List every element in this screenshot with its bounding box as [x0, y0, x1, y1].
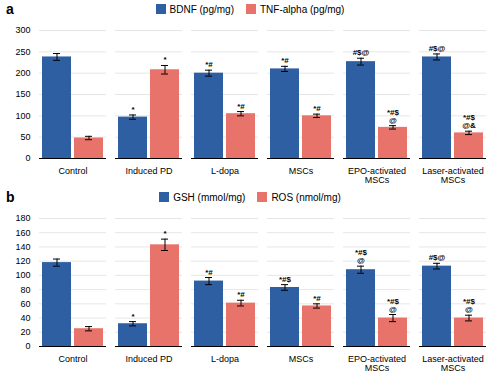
svg-text:*#: *# — [313, 294, 321, 303]
svg-text:*#: *# — [205, 268, 213, 277]
svg-text:100: 100 — [15, 111, 30, 121]
svg-text:*: * — [163, 229, 167, 238]
html-text:BDNF (pg/mg): BDNF (pg/mg) — [169, 3, 234, 15]
svg-text:120: 120 — [15, 256, 30, 266]
svg-text:*#$@&: *#$@& — [462, 113, 476, 130]
svg-text:*: * — [131, 105, 135, 114]
html-text:ROS (nmol/mg): ROS (nmol/mg) — [271, 191, 341, 203]
svg-text:80: 80 — [20, 284, 30, 294]
svg-text:0: 0 — [25, 153, 30, 163]
svg-text:Control: Control — [58, 354, 87, 364]
html-text:GSH (mmol/mg): GSH (mmol/mg) — [173, 191, 246, 203]
svg-text:EPO-activatedMSCs: EPO-activatedMSCs — [348, 166, 406, 185]
svg-text:Induced PD: Induced PD — [125, 354, 173, 364]
svg-text:40: 40 — [20, 313, 30, 323]
html-text:a: a — [6, 1, 14, 17]
svg-text:*#$@: *#$@ — [387, 297, 400, 314]
svg-text:140: 140 — [15, 242, 30, 252]
svg-text:L-dopa: L-dopa — [211, 354, 239, 364]
svg-text:EPO-activatedMSCs: EPO-activatedMSCs — [348, 354, 406, 373]
svg-text:*#: *# — [237, 102, 245, 111]
svg-text:60: 60 — [20, 299, 30, 309]
svg-text:100: 100 — [15, 270, 30, 280]
svg-text:MSCs: MSCs — [289, 354, 314, 364]
svg-text:300: 300 — [15, 25, 30, 35]
svg-text:Laser-activatedMSCs: Laser-activatedMSCs — [422, 354, 484, 373]
svg-text:*#$: *#$ — [279, 275, 292, 284]
svg-text:MSCs: MSCs — [289, 166, 314, 176]
svg-text:L-dopa: L-dopa — [211, 166, 239, 176]
svg-text:*#: *# — [237, 290, 245, 299]
html-text:TNF-alpha (pg/mg): TNF-alpha (pg/mg) — [260, 3, 345, 15]
svg-text:250: 250 — [15, 47, 30, 57]
svg-text:*#$@: *#$@ — [463, 297, 476, 314]
svg-text:Induced PD: Induced PD — [125, 166, 173, 176]
svg-text:50: 50 — [20, 132, 30, 142]
svg-text:0: 0 — [25, 341, 30, 351]
svg-text:#$@: #$@ — [353, 48, 370, 57]
svg-text:*: * — [131, 312, 135, 321]
svg-text:*#: *# — [281, 56, 289, 65]
svg-text:180: 180 — [15, 213, 30, 223]
svg-text:20: 20 — [20, 327, 30, 337]
svg-text:*#: *# — [313, 104, 321, 113]
svg-text:Laser-activatedMSCs: Laser-activatedMSCs — [422, 166, 484, 185]
svg-text:*#: *# — [205, 60, 213, 69]
svg-text:200: 200 — [15, 68, 30, 78]
svg-text:160: 160 — [15, 228, 30, 238]
svg-text:#$@: #$@ — [429, 253, 446, 262]
svg-text:*#$@: *#$@ — [387, 108, 400, 125]
svg-text:Control: Control — [58, 166, 87, 176]
svg-text:150: 150 — [15, 89, 30, 99]
html-text:b: b — [6, 189, 15, 205]
svg-text:*#$@: *#$@ — [355, 248, 368, 265]
svg-text:*: * — [163, 55, 167, 64]
svg-text:#$@: #$@ — [429, 44, 446, 53]
